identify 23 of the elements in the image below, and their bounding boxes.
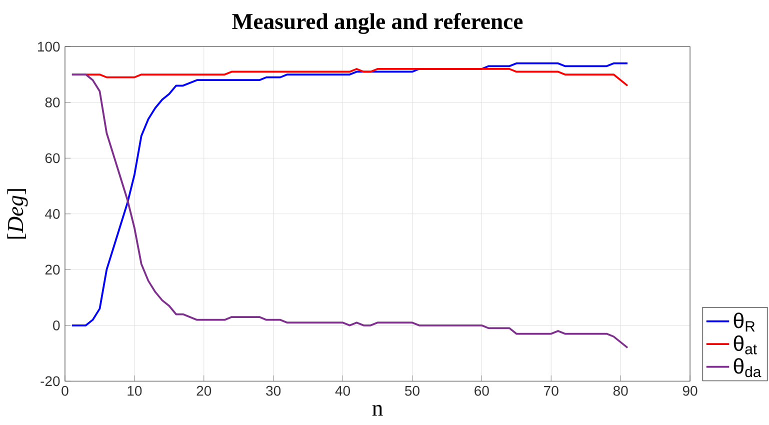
y-tick-label: 0 [53, 320, 60, 330]
x-tick-label: 40 [335, 386, 350, 396]
x-tick-label: 70 [544, 386, 558, 396]
legend-label: θ$_{at}$ [734, 335, 757, 354]
y-tick-label: 100 [38, 42, 60, 52]
y-tick-label: -20 [40, 376, 60, 386]
y-tick-label: 40 [45, 208, 60, 219]
x-tick-label: 0 [62, 386, 68, 396]
x-axis-title: n [372, 404, 383, 416]
legend-label: θ$_{da}$ [734, 358, 762, 378]
chart-title: Measured angle and reference [232, 12, 523, 34]
x-tick-label: 60 [474, 386, 489, 396]
x-tick-label: 90 [682, 386, 698, 396]
legend-label: θ$_{R}$ [734, 312, 755, 332]
x-tick-label: 10 [128, 386, 142, 396]
x-tick-label: 80 [613, 386, 628, 396]
x-tick-label: 20 [196, 386, 212, 396]
y-tick-label: 60 [45, 153, 60, 164]
y-tick-label: 20 [45, 264, 60, 275]
y-axis-title: [Deg] [7, 189, 28, 239]
x-tick-label: 50 [405, 386, 420, 396]
x-tick-label: 30 [266, 386, 281, 396]
y-tick-label: 80 [45, 97, 60, 108]
